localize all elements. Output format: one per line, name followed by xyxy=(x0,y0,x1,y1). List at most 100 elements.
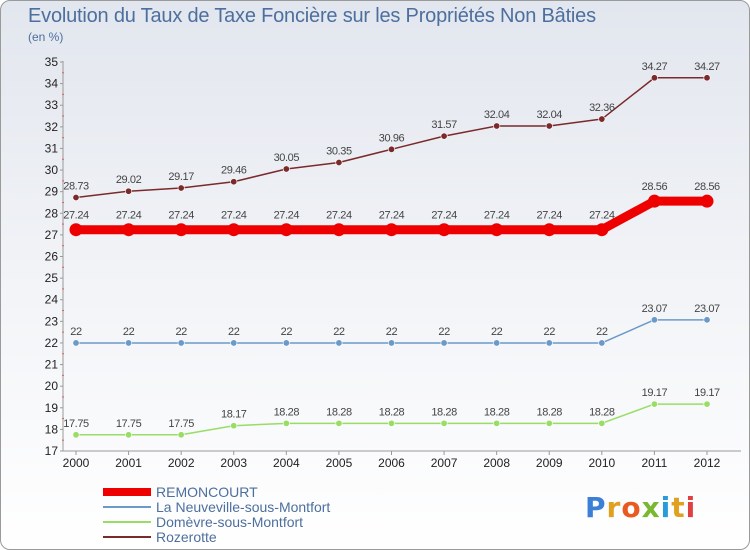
y-tick-label: 25 xyxy=(45,271,59,285)
data-label: 18.28 xyxy=(536,406,562,418)
y-tick-label: 18 xyxy=(45,422,59,436)
data-point xyxy=(545,339,553,347)
data-label: 27.24 xyxy=(63,210,89,222)
x-tick-label: 2001 xyxy=(115,456,142,470)
data-label: 23.07 xyxy=(694,303,720,315)
data-point xyxy=(387,145,395,153)
data-label: 32.04 xyxy=(484,109,510,121)
data-point xyxy=(598,419,606,427)
data-label: 22 xyxy=(596,326,608,338)
data-point xyxy=(595,223,609,237)
data-point xyxy=(598,115,606,123)
data-label: 19.17 xyxy=(642,387,668,399)
y-tick-label: 17 xyxy=(45,444,59,458)
data-point xyxy=(647,194,661,208)
data-label: 22 xyxy=(70,326,82,338)
data-label: 27.24 xyxy=(274,210,300,222)
proxiti-logo: Proxiti xyxy=(585,491,697,524)
data-point xyxy=(279,223,293,237)
data-point xyxy=(335,158,343,166)
data-point xyxy=(69,223,83,237)
y-tick-label: 23 xyxy=(45,314,59,328)
data-point xyxy=(125,187,133,195)
data-label: 27.24 xyxy=(326,210,352,222)
data-label: 27.24 xyxy=(116,210,142,222)
data-point xyxy=(125,431,133,439)
y-tick-label: 20 xyxy=(45,379,59,393)
data-label: 18.28 xyxy=(431,406,457,418)
y-tick-label: 35 xyxy=(45,55,59,69)
data-point xyxy=(385,223,398,237)
x-tick-label: 2008 xyxy=(483,456,510,470)
data-point xyxy=(440,132,448,140)
data-point xyxy=(174,223,188,237)
data-point xyxy=(542,223,556,237)
data-point xyxy=(230,422,238,430)
data-point xyxy=(230,178,238,186)
data-label: 28.56 xyxy=(694,181,720,193)
data-label: 18.17 xyxy=(221,409,247,421)
data-point xyxy=(493,419,501,427)
data-label: 30.96 xyxy=(379,132,405,144)
data-label: 22 xyxy=(175,326,187,338)
data-point xyxy=(72,431,80,439)
legend-label: Rozerotte xyxy=(156,529,217,545)
x-tick-label: 2006 xyxy=(378,456,405,470)
data-point xyxy=(493,339,501,347)
y-tick-label: 28 xyxy=(45,206,59,220)
data-point xyxy=(230,339,238,347)
data-label: 22 xyxy=(281,326,293,338)
data-point xyxy=(125,339,133,347)
data-point xyxy=(545,122,553,130)
y-tick-label: 33 xyxy=(45,98,59,112)
data-label: 30.05 xyxy=(274,152,300,164)
legend-label: Domèvre-sous-Montfort xyxy=(156,514,303,530)
data-label: 22 xyxy=(544,326,556,338)
data-point xyxy=(440,339,448,347)
y-tick-label: 24 xyxy=(45,293,59,307)
data-point xyxy=(177,184,185,192)
x-tick-label: 2011 xyxy=(642,456,668,470)
data-label: 17.75 xyxy=(116,418,142,430)
data-label: 27.24 xyxy=(379,210,405,222)
data-label: 27.24 xyxy=(221,210,247,222)
data-label: 18.28 xyxy=(379,406,405,418)
data-point xyxy=(387,339,395,347)
data-point xyxy=(72,194,80,202)
data-point xyxy=(72,339,80,347)
chart-title: Evolution du Taux de Taxe Foncière sur l… xyxy=(28,5,596,27)
data-label: 28.73 xyxy=(63,181,89,193)
data-label: 22 xyxy=(438,326,450,338)
data-label: 27.24 xyxy=(431,210,457,222)
data-label: 22 xyxy=(386,326,398,338)
data-point xyxy=(703,400,711,408)
legend-label: REMONCOURT xyxy=(156,484,258,500)
data-point xyxy=(650,400,658,408)
data-point xyxy=(545,419,553,427)
y-tick-label: 31 xyxy=(45,141,59,155)
data-label: 22 xyxy=(123,326,135,338)
data-point xyxy=(177,339,185,347)
x-tick-label: 2004 xyxy=(273,456,300,470)
data-label: 29.46 xyxy=(221,165,247,177)
data-label: 22 xyxy=(491,326,503,338)
data-point xyxy=(703,316,711,324)
unit-label: (en %) xyxy=(28,30,64,44)
data-point xyxy=(703,74,711,82)
data-label: 27.24 xyxy=(589,210,615,222)
data-label: 22 xyxy=(333,326,345,338)
data-label: 34.27 xyxy=(694,61,720,73)
data-point xyxy=(650,74,658,82)
y-tick-label: 26 xyxy=(45,250,59,264)
x-tick-label: 2002 xyxy=(168,456,195,470)
data-label: 27.24 xyxy=(484,210,510,222)
data-label: 19.17 xyxy=(694,387,720,399)
data-label: 22 xyxy=(228,326,240,338)
data-label: 31.57 xyxy=(431,119,457,131)
x-tick-label: 2012 xyxy=(694,456,721,470)
x-tick-label: 2003 xyxy=(220,456,247,470)
y-tick-label: 29 xyxy=(45,185,59,199)
data-point xyxy=(440,419,448,427)
data-label: 32.04 xyxy=(536,109,562,121)
y-tick-label: 30 xyxy=(45,163,59,177)
